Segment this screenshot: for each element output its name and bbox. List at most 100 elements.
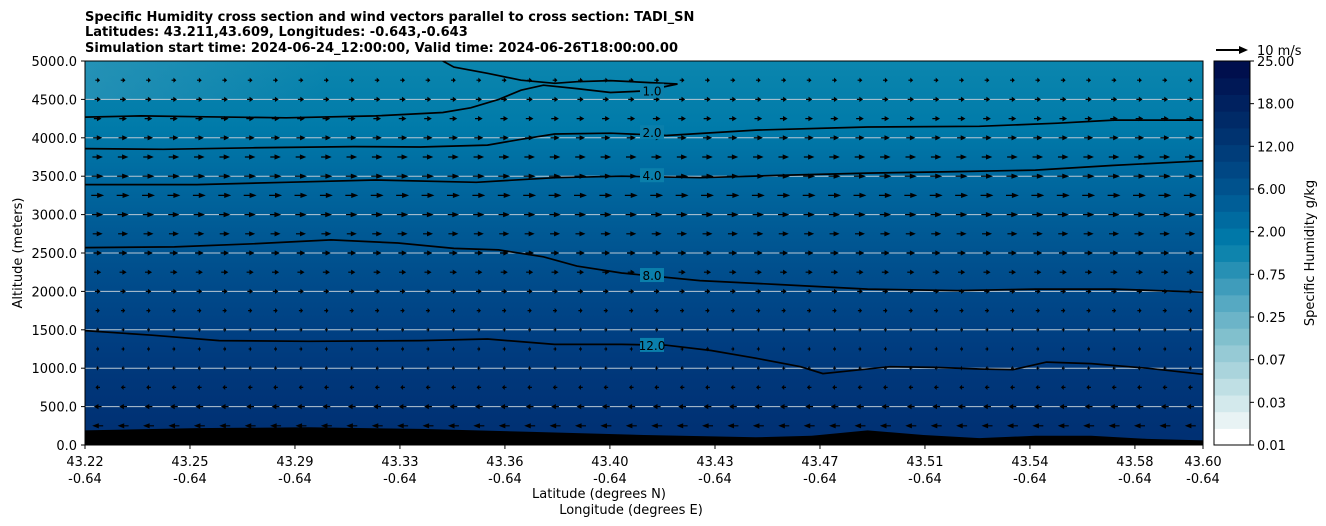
wind-vector	[246, 269, 254, 275]
wind-vector	[272, 96, 279, 102]
x-tick-label-lat: 43.47	[801, 455, 838, 470]
wind-vector	[526, 288, 533, 294]
wind-vector	[984, 308, 990, 314]
wind-vector	[833, 346, 837, 352]
wind-vector	[476, 77, 482, 83]
wind-vector	[934, 327, 938, 333]
wind-vector	[679, 384, 685, 390]
wind-vector	[883, 77, 888, 83]
title-line-3: Simulation start time: 2024-06-24_12:00:…	[85, 41, 678, 56]
wind-vector	[1083, 154, 1094, 160]
wind-vector	[222, 77, 228, 83]
wind-vector	[932, 116, 941, 122]
title-line-1: Specific Humidity cross section and wind…	[85, 10, 694, 25]
wind-vector	[779, 404, 788, 410]
wind-vector	[502, 365, 506, 371]
wind-vector	[297, 116, 305, 122]
wind-vector	[575, 135, 586, 141]
contour-label-bg	[640, 268, 664, 283]
wind-vector	[1086, 384, 1091, 390]
wind-vector	[807, 365, 811, 371]
wind-vector	[1007, 154, 1018, 160]
wind-vector	[604, 365, 608, 371]
wind-vector	[372, 135, 382, 141]
wind-vector	[1108, 423, 1120, 429]
wind-vector	[117, 154, 129, 160]
wind-vector	[856, 404, 864, 410]
wind-vector	[653, 288, 660, 294]
wind-vector	[221, 269, 229, 275]
wind-vector	[651, 231, 662, 237]
wind-vector	[551, 96, 559, 102]
wind-vector	[853, 192, 867, 198]
wind-vector	[474, 404, 483, 410]
wind-vector	[727, 154, 739, 160]
wind-vector	[1060, 288, 1067, 294]
wind-vector	[806, 288, 812, 294]
wind-vector	[955, 173, 968, 179]
wind-vector	[423, 231, 434, 237]
wind-vector	[1135, 250, 1144, 256]
wind-vector	[223, 365, 227, 371]
wind-vector	[476, 308, 481, 314]
wind-vector	[1086, 308, 1091, 314]
wind-vector	[780, 269, 788, 275]
wind-vector	[756, 308, 761, 314]
wind-vector	[273, 384, 278, 390]
wind-vector	[374, 77, 380, 83]
wind-vector	[1188, 384, 1193, 390]
x-tick-label-lat: 43.33	[381, 455, 418, 470]
wind-vector	[194, 231, 205, 237]
wind-vector	[195, 250, 204, 256]
wind-vector	[752, 423, 764, 429]
wind-vector	[702, 231, 713, 237]
wind-vector	[270, 154, 281, 160]
wind-vector	[193, 423, 205, 429]
wind-vector	[119, 116, 127, 122]
wind-vector	[779, 250, 789, 256]
contour-label-bg	[640, 83, 664, 98]
wind-vector	[345, 173, 358, 179]
wind-vector	[1135, 116, 1144, 122]
wind-vector	[1087, 327, 1091, 333]
wind-vector	[299, 327, 303, 333]
wind-vector	[142, 192, 155, 198]
wind-vector	[1035, 384, 1041, 390]
wind-vector	[931, 250, 941, 256]
wind-vector	[804, 231, 815, 237]
wind-vector	[171, 77, 177, 83]
wind-vector	[222, 384, 228, 390]
wind-vector	[323, 96, 330, 102]
wind-vector	[272, 269, 280, 275]
wind-vector	[930, 423, 942, 429]
wind-vector	[677, 231, 688, 237]
wind-vector	[147, 365, 151, 371]
wind-vector	[142, 212, 155, 218]
quiver-key: 10 m/s	[1216, 44, 1302, 59]
wind-vector	[934, 346, 938, 352]
wind-vector	[755, 96, 762, 102]
wind-vector	[604, 346, 608, 352]
wind-vector	[552, 288, 558, 294]
wind-vector	[1186, 116, 1195, 122]
wind-vector	[1161, 404, 1169, 410]
wind-vector	[754, 269, 762, 275]
wind-vector	[1112, 346, 1116, 352]
wind-vector	[906, 404, 915, 410]
wind-vector	[1033, 404, 1042, 410]
wind-vector	[652, 116, 661, 122]
wind-vector	[552, 308, 558, 314]
wind-vector	[751, 192, 765, 198]
wind-vector	[121, 365, 125, 371]
wind-vector	[168, 423, 180, 429]
wind-vector	[830, 116, 839, 122]
wind-vector	[500, 269, 508, 275]
wind-vector	[753, 231, 764, 237]
wind-vector	[1036, 327, 1040, 333]
wind-vector	[1031, 173, 1044, 179]
wind-vector	[727, 423, 739, 429]
wind-vector	[271, 135, 281, 141]
wind-vector	[193, 212, 206, 218]
wind-vector	[1057, 423, 1069, 429]
wind-vector	[908, 384, 914, 390]
